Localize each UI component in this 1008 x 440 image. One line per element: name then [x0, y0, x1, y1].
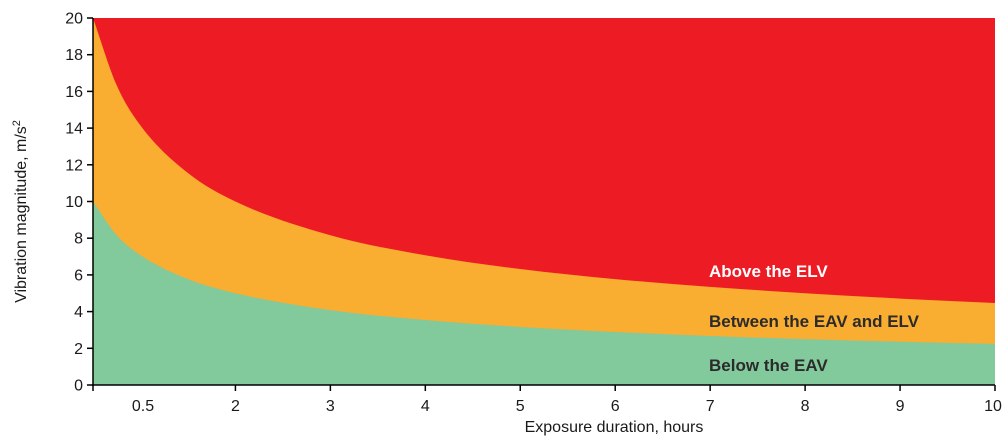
- x-tick-label: 6: [611, 398, 620, 415]
- y-tick-label: 8: [74, 231, 83, 248]
- y-tick-label: 10: [65, 194, 83, 211]
- x-axis-ticks: 0.5 2 3 4 5 6 7 8 9 10: [92, 385, 1002, 415]
- x-tick-label: 0.5: [132, 398, 154, 415]
- y-axis-title-superscript: 2: [11, 120, 23, 126]
- exposure-zones: [93, 18, 995, 385]
- y-tick-label: 18: [65, 47, 83, 64]
- zone-label-above-elv: Above the ELV: [709, 262, 828, 281]
- y-tick-label: 0: [74, 378, 83, 395]
- y-axis-title-main: Vibration magnitude, m/s: [13, 126, 30, 303]
- y-tick-label: 12: [65, 157, 83, 174]
- y-axis-title: Vibration magnitude, m/s2: [11, 120, 30, 303]
- zone-label-below-eav: Below the EAV: [709, 356, 828, 375]
- x-tick-label: 5: [516, 398, 525, 415]
- x-tick-label: 3: [326, 398, 335, 415]
- x-tick-label: 4: [421, 398, 430, 415]
- x-tick-label: 2: [231, 398, 240, 415]
- x-tick-label: 8: [801, 398, 810, 415]
- zone-below-eav: [93, 201, 995, 385]
- y-tick-label: 6: [74, 267, 83, 284]
- zone-between-eav-elv: [93, 18, 995, 385]
- y-tick-label: 20: [65, 11, 83, 28]
- x-tick-label: 9: [896, 398, 905, 415]
- y-tick-label: 2: [74, 341, 83, 358]
- y-tick-label: 4: [74, 304, 83, 321]
- y-tick-label: 16: [65, 84, 83, 101]
- y-axis-ticks: 0 2 4 6 8 10 12 14 16 18 20: [65, 11, 93, 395]
- y-tick-label: 14: [65, 121, 83, 138]
- x-tick-label: 7: [706, 398, 715, 415]
- x-axis-title: Exposure duration, hours: [525, 419, 704, 436]
- zone-label-between-eav-elv: Between the EAV and ELV: [709, 312, 920, 331]
- axes: 0 2 4 6 8 10 12 14 16 18 20 0.5 2 3 4 5 6 7 8 9 10: [65, 11, 1002, 416]
- x-tick-label: 10: [984, 398, 1002, 415]
